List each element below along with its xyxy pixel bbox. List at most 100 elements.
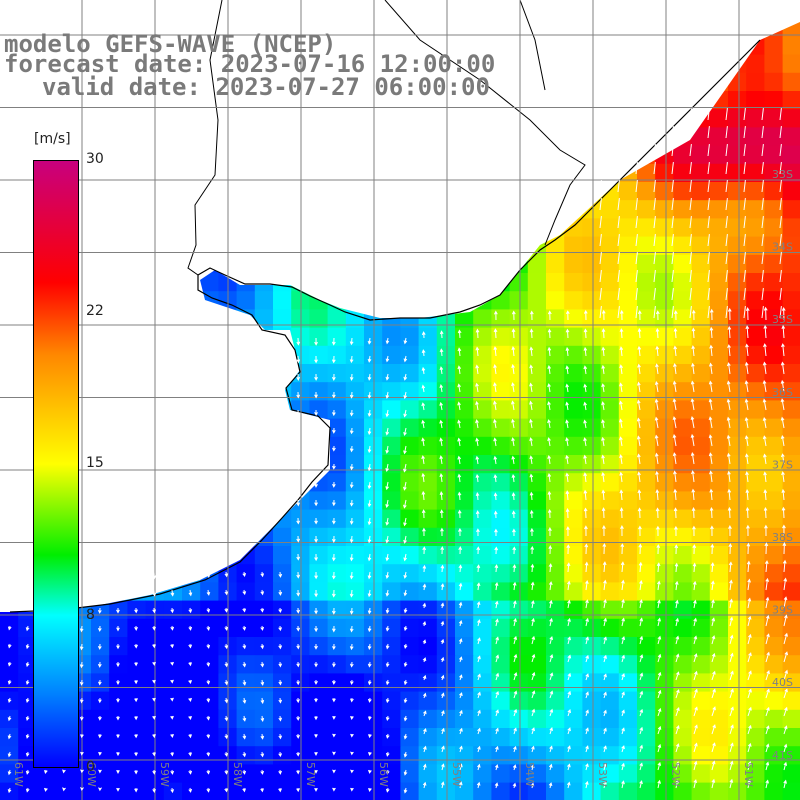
wind-arrow (619, 382, 623, 393)
wind-arrow (439, 348, 444, 357)
wind-speed-cell (473, 618, 492, 638)
wind-arrow (729, 742, 734, 753)
wind-arrow (726, 452, 731, 465)
wind-arrow (565, 346, 570, 357)
wind-speed-cell (418, 527, 438, 547)
wind-arrow (188, 715, 192, 721)
wind-speed-cell (327, 327, 347, 347)
wind-arrow (693, 599, 697, 609)
wind-speed-cell (182, 673, 201, 693)
wind-speed-cell (600, 400, 620, 420)
wind-speed-cell (509, 418, 529, 438)
wind-arrow (638, 525, 642, 537)
wind-arrow (440, 692, 445, 699)
wind-arrow (513, 727, 517, 735)
wind-arrow (25, 751, 30, 757)
wind-arrow (657, 580, 661, 591)
wind-arrow (260, 607, 265, 613)
wind-speed-cell (364, 673, 383, 693)
wind-speed-cell (655, 254, 674, 274)
wind-arrow (548, 545, 553, 555)
wind-speed-cell (618, 582, 638, 602)
wind-speed-cell (327, 691, 347, 711)
wind-arrow (440, 583, 445, 591)
wind-speed-cell (582, 218, 602, 238)
wind-arrow (459, 692, 463, 699)
wind-speed-cell (309, 546, 329, 565)
wind-speed-cell (673, 254, 693, 274)
wind-arrow (493, 400, 497, 411)
wind-arrow (260, 589, 265, 596)
wind-speed-cell (364, 418, 383, 438)
wind-speed-cell (491, 564, 511, 583)
wind-speed-cell (673, 345, 693, 365)
wind-speed-cell (600, 364, 620, 383)
wind-speed-cell (418, 655, 438, 674)
wind-arrow (260, 787, 264, 793)
wind-speed-cell (491, 364, 511, 383)
wind-speed-cell (327, 546, 347, 565)
wind-speed-cell (509, 400, 529, 420)
wind-speed-cell (473, 527, 492, 547)
wind-arrow (747, 779, 752, 789)
wind-arrow (743, 270, 746, 283)
wind-speed-cell (236, 291, 256, 310)
wind-speed-cell (728, 436, 747, 456)
wind-speed-cell (637, 709, 656, 729)
wind-arrow (585, 763, 589, 771)
wind-speed-cell (618, 655, 638, 674)
wind-arrow (653, 126, 656, 139)
wind-arrow (690, 415, 695, 429)
wind-speed-cell (382, 546, 401, 565)
wind-speed-cell (673, 455, 693, 474)
wind-arrow (547, 454, 551, 465)
wind-arrow (513, 635, 518, 645)
wind-arrow (621, 654, 625, 663)
wind-speed-cell (364, 691, 383, 711)
wind-arrow (780, 379, 785, 393)
wind-arrow (783, 669, 788, 681)
wind-arrow (314, 553, 318, 562)
wind-speed-cell (582, 637, 602, 656)
wind-speed-cell (382, 691, 401, 711)
wind-speed-cell (746, 473, 765, 492)
wind-speed-cell (782, 36, 800, 56)
wind-arrow (134, 769, 138, 775)
wind-arrow (747, 706, 752, 717)
wind-arrow (671, 306, 674, 319)
wind-speed-cell (400, 400, 420, 420)
wind-arrow (691, 309, 696, 321)
wind-speed-cell (455, 491, 474, 511)
wind-speed-cell (618, 182, 638, 201)
wind-arrow (725, 162, 728, 175)
wind-arrow (314, 464, 318, 470)
wind-arrow (458, 564, 463, 573)
wind-arrow (80, 733, 84, 739)
wind-arrow (637, 507, 642, 519)
wind-arrow (636, 417, 641, 429)
wind-speed-cell (436, 728, 456, 747)
wind-arrow (98, 733, 102, 739)
wind-arrow (599, 162, 602, 175)
wind-arrow (691, 507, 696, 519)
wind-arrow (637, 345, 642, 357)
wind-arrow (188, 571, 193, 579)
wind-speed-cell (728, 782, 747, 800)
wind-speed-cell (491, 436, 511, 456)
wind-speed-cell (637, 254, 656, 274)
wind-arrow (116, 572, 120, 579)
latitude-label: 41S (772, 749, 793, 762)
wind-arrow (332, 697, 336, 703)
wind-speed-cell (473, 327, 492, 347)
wind-speed-cell (491, 673, 511, 693)
wind-speed-cell (455, 600, 474, 620)
wind-speed-cell (764, 509, 784, 529)
wind-speed-cell (455, 455, 474, 474)
wind-arrow (385, 679, 390, 686)
wind-arrow (296, 355, 301, 364)
wind-arrow (421, 472, 426, 483)
wind-arrow (296, 427, 301, 435)
wind-arrow (584, 543, 589, 555)
wind-arrow (367, 625, 372, 633)
wind-speed-cell (436, 509, 456, 529)
